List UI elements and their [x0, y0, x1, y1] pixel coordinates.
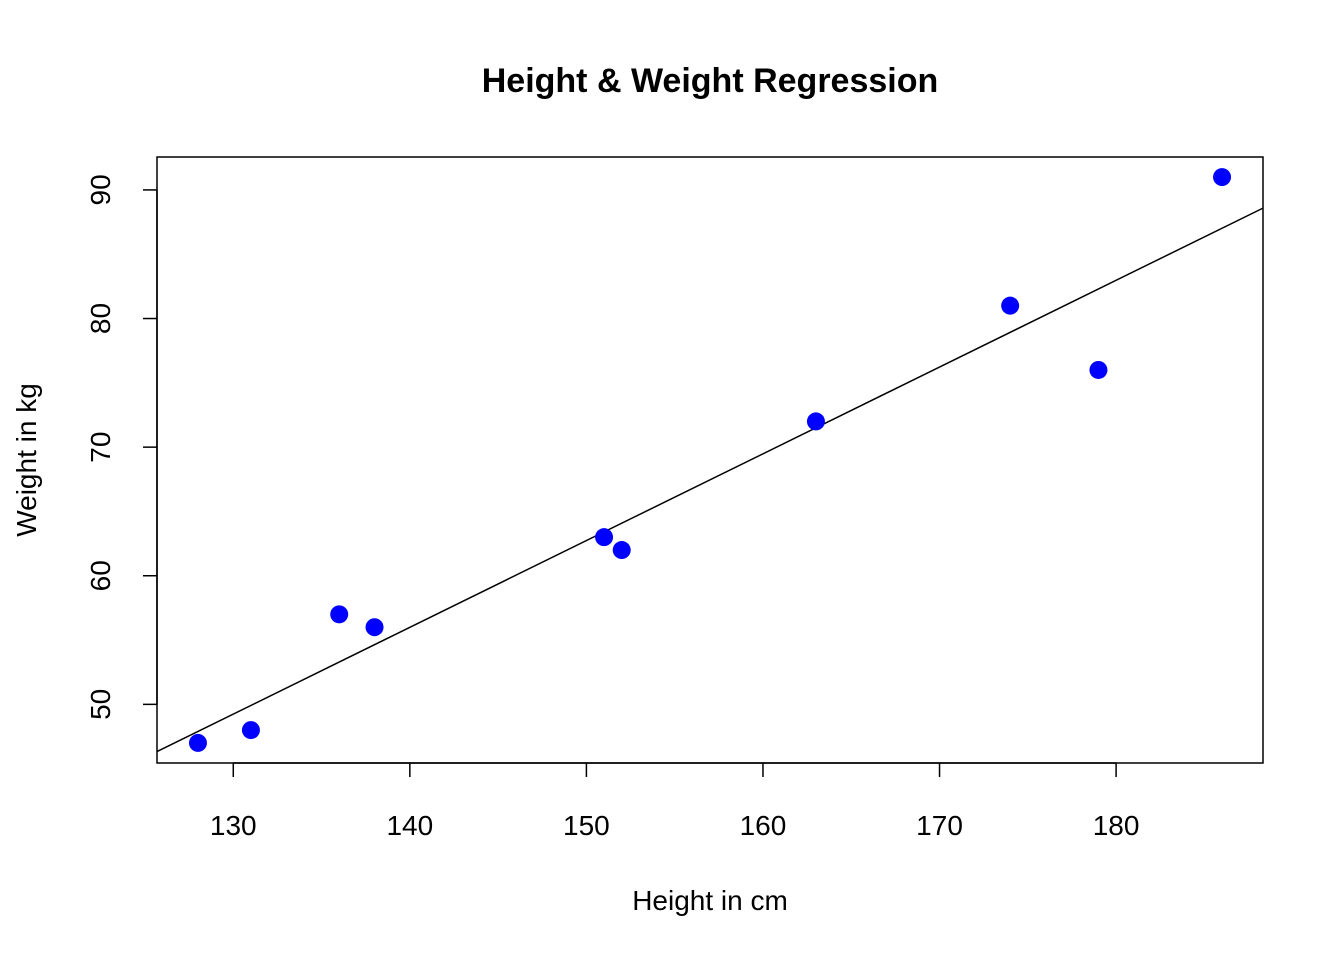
data-point	[1001, 296, 1020, 315]
data-point	[612, 541, 631, 560]
x-tick-label: 180	[1093, 810, 1140, 841]
x-axis-label: Height in cm	[632, 885, 788, 916]
data-point	[595, 528, 614, 547]
y-tick-label: 60	[85, 560, 116, 591]
plot-area-frame	[156, 156, 1264, 764]
y-tick-label: 90	[85, 174, 116, 205]
data-point	[241, 721, 260, 740]
x-tick-label: 160	[740, 810, 787, 841]
data-point	[1213, 168, 1232, 187]
x-tick-label: 170	[916, 810, 963, 841]
regression-line	[156, 207, 1264, 753]
y-axis: 50 60 70 80 90	[85, 174, 158, 720]
data-point	[188, 733, 207, 752]
x-tick-label: 150	[563, 810, 610, 841]
y-tick-label: 70	[85, 432, 116, 463]
y-axis-label: Weight in kg	[11, 383, 42, 537]
chart-title: Height & Weight Regression	[482, 62, 939, 100]
x-tick-label: 130	[210, 810, 257, 841]
y-tick-label: 80	[85, 303, 116, 334]
x-tick-label: 140	[386, 810, 433, 841]
x-axis: 130 140 150 160 170 180	[210, 762, 1140, 841]
data-point	[330, 605, 349, 624]
data-point	[365, 618, 384, 637]
data-point	[1089, 360, 1108, 379]
points-layer	[188, 168, 1232, 752]
y-tick-label: 50	[85, 689, 116, 720]
data-point	[806, 412, 825, 431]
regression-layer	[156, 207, 1264, 753]
